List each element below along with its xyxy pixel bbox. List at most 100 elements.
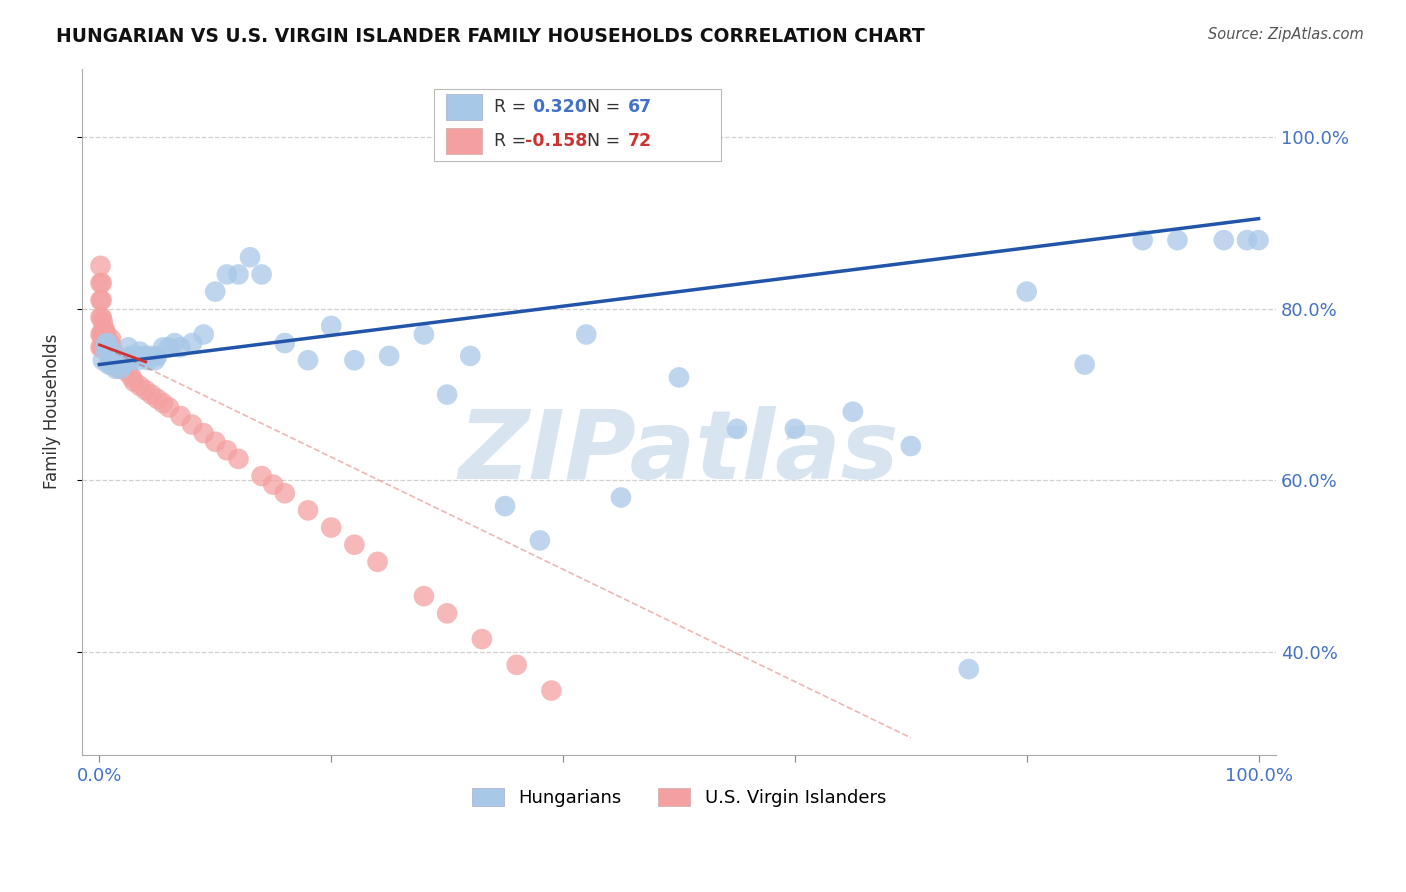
Point	[181, 417, 204, 432]
Point	[91, 353, 114, 368]
Point	[129, 379, 152, 393]
Point	[111, 358, 134, 372]
Point	[100, 332, 122, 346]
Point	[98, 344, 121, 359]
Point	[96, 336, 118, 351]
Point	[135, 384, 157, 398]
Point	[297, 503, 319, 517]
Point	[101, 349, 124, 363]
Text: N =: N =	[588, 98, 626, 116]
Text: HUNGARIAN VS U.S. VIRGIN ISLANDER FAMILY HOUSEHOLDS CORRELATION CHART: HUNGARIAN VS U.S. VIRGIN ISLANDER FAMILY…	[56, 27, 925, 45]
Point	[132, 349, 155, 363]
Point	[96, 344, 118, 359]
Point	[120, 349, 142, 363]
Point	[529, 533, 551, 548]
Point	[101, 340, 124, 354]
Point	[129, 344, 152, 359]
Point	[135, 349, 157, 363]
Point	[90, 340, 112, 354]
Point	[91, 332, 114, 346]
Point	[103, 353, 125, 368]
Point	[193, 426, 215, 441]
Point	[108, 353, 131, 368]
Point	[96, 344, 118, 359]
Point	[96, 336, 118, 351]
Point	[105, 358, 128, 372]
Point	[98, 349, 121, 363]
Text: R =: R =	[494, 98, 531, 116]
Point	[1212, 233, 1234, 247]
FancyBboxPatch shape	[434, 89, 721, 161]
Point	[94, 323, 117, 337]
Point	[169, 409, 191, 423]
Point	[163, 336, 186, 351]
Text: Source: ZipAtlas.com: Source: ZipAtlas.com	[1208, 27, 1364, 42]
Point	[1166, 233, 1188, 247]
Point	[91, 315, 114, 329]
Point	[103, 353, 125, 368]
Point	[725, 422, 748, 436]
Bar	[446, 128, 482, 154]
Point	[104, 361, 127, 376]
Point	[152, 340, 174, 354]
Point	[107, 358, 129, 372]
Point	[89, 310, 111, 325]
Point	[494, 499, 516, 513]
Point	[413, 589, 436, 603]
Text: 72: 72	[627, 132, 652, 150]
Point	[96, 327, 118, 342]
Point	[157, 401, 180, 415]
Point	[250, 469, 273, 483]
Point	[90, 327, 112, 342]
Point	[668, 370, 690, 384]
Point	[97, 344, 120, 359]
Point	[141, 349, 163, 363]
Point	[842, 405, 865, 419]
Point	[122, 375, 145, 389]
Text: ZIPatlas: ZIPatlas	[458, 407, 900, 500]
Point	[215, 268, 238, 282]
Point	[90, 293, 112, 308]
Point	[136, 353, 159, 368]
Point	[121, 370, 143, 384]
Point	[1247, 233, 1270, 247]
Point	[1236, 233, 1258, 247]
Point	[93, 340, 115, 354]
Point	[228, 268, 250, 282]
Point	[93, 332, 115, 346]
Point	[89, 276, 111, 290]
Point	[125, 349, 148, 363]
Point	[96, 336, 118, 351]
Point	[89, 340, 111, 354]
Point	[152, 396, 174, 410]
Point	[90, 310, 112, 325]
Point	[169, 340, 191, 354]
Point	[117, 340, 139, 354]
Point	[146, 349, 169, 363]
Bar	[446, 94, 482, 120]
Point	[97, 358, 120, 372]
Point	[111, 353, 134, 368]
Point	[96, 336, 118, 351]
Point	[204, 434, 226, 449]
Point	[100, 344, 122, 359]
Point	[114, 361, 136, 376]
Point	[94, 340, 117, 354]
Point	[141, 387, 163, 401]
Point	[110, 361, 132, 376]
Point	[114, 353, 136, 368]
Point	[413, 327, 436, 342]
Text: -0.158: -0.158	[524, 132, 588, 150]
Point	[110, 361, 132, 376]
Point	[321, 520, 343, 534]
Point	[97, 336, 120, 351]
Point	[239, 250, 262, 264]
Point	[193, 327, 215, 342]
Point	[122, 349, 145, 363]
Text: R =: R =	[494, 132, 531, 150]
Point	[103, 349, 125, 363]
Point	[228, 451, 250, 466]
Point	[103, 358, 125, 372]
Point	[1073, 358, 1095, 372]
Point	[610, 491, 633, 505]
